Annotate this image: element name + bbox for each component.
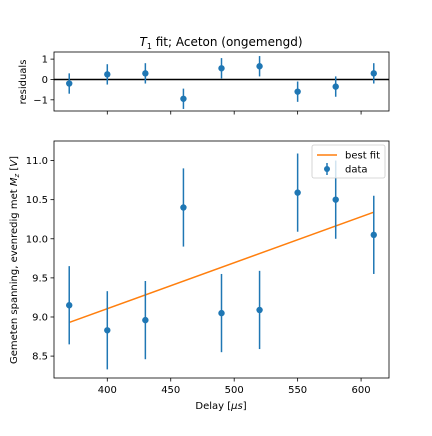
y-tick-label: 11.0 (26, 156, 48, 167)
legend-entry-best-fit: best fit (317, 151, 380, 162)
main-x-ticks: 400 450 500 550 600 (98, 378, 371, 396)
chart-title-rest: fit; Aceton (ongemengd) (152, 35, 303, 49)
best-fit-line (68, 211, 375, 324)
residual-marker (66, 80, 73, 87)
residual-point (142, 63, 149, 84)
y-axis-label: Gemeten spanning, evenredig met Mz [V] (9, 156, 21, 364)
residual-marker (104, 71, 111, 78)
residual-marker (294, 88, 301, 95)
residual-point (332, 76, 339, 97)
x-tick-label: 450 (161, 385, 180, 396)
y-axis-label-symbol: M (9, 177, 20, 186)
residuals-axes-frame (53, 51, 390, 112)
main-panel: 400 450 500 550 600 8.5 9.0 9.5 10.0 10.5 11.0 De… (9, 140, 390, 412)
y-tick-label: 10.5 (26, 195, 48, 206)
data-marker (66, 302, 73, 309)
x-tick-label: 500 (225, 385, 244, 396)
legend-entry-data: data (324, 163, 368, 176)
legend-label-best-fit: best fit (345, 151, 380, 162)
residual-point (66, 73, 73, 94)
x-axis-label-prefix: Delay [ (195, 401, 231, 412)
y-axis-label-subscript: z (13, 174, 21, 179)
legend-marker-swatch (324, 166, 330, 172)
y-tick-label: 9.5 (32, 273, 48, 284)
data-marker (104, 327, 111, 334)
y-tick-label: 10.0 (26, 234, 48, 245)
residual-marker (180, 95, 187, 102)
residual-point (294, 81, 301, 102)
chart-title-subscript: 1 (147, 42, 152, 51)
data-point (294, 153, 301, 232)
data-point (256, 270, 263, 350)
y-axis-label-prefix: Gemeten spanning, evenredig met (9, 186, 20, 364)
residuals-y-tick-label: 0 (42, 75, 48, 86)
legend: best fit data (311, 144, 386, 179)
y-axis-label-mid: [ (9, 167, 20, 174)
residual-point (370, 63, 377, 84)
legend-box (311, 144, 386, 179)
data-marker (256, 306, 263, 314)
residuals-y-ticks: −1 0 1 (33, 55, 362, 115)
y-axis-label-suffix: ] (9, 156, 20, 160)
data-marker (180, 204, 187, 211)
residual-marker (256, 63, 263, 70)
y-axis-label-unit: V (9, 159, 20, 167)
data-point (142, 281, 149, 360)
residual-marker (370, 70, 377, 77)
data-marker (142, 316, 149, 324)
data-series (66, 153, 377, 370)
data-point (104, 291, 111, 370)
y-tick-label: 8.5 (32, 352, 48, 363)
main-y-ticks: 8.5 9.0 9.5 10.0 10.5 11.0 (26, 156, 54, 363)
x-axis-label: Delay [μs] (195, 401, 246, 412)
y-tick-label: 9.0 (32, 312, 48, 323)
residual-marker (142, 70, 149, 77)
x-axis-label-suffix: ] (243, 401, 247, 412)
x-axis-label-unit: μs (230, 401, 243, 412)
residual-marker (218, 65, 225, 72)
data-point (180, 168, 187, 247)
x-tick-label: 400 (98, 385, 117, 396)
best-fit-series (68, 211, 375, 324)
x-tick-label: 550 (288, 385, 307, 396)
chart-title-symbol: T (139, 35, 148, 49)
data-marker (294, 189, 301, 196)
residual-point (218, 58, 225, 79)
residuals-points (66, 56, 377, 109)
residuals-panel: T1 fit; Aceton (ongemengd) −101 residual… (18, 35, 390, 115)
residual-point (104, 64, 111, 85)
residuals-y-tick-label: 1 (42, 55, 48, 66)
data-marker (332, 196, 339, 203)
main-axes-frame (53, 140, 390, 379)
data-point (370, 195, 377, 274)
legend-label-data: data (345, 165, 368, 176)
x-tick-label: 600 (352, 385, 371, 396)
residual-point (256, 56, 263, 77)
data-point (218, 273, 225, 353)
residuals-y-axis-label: residuals (18, 60, 29, 105)
residual-marker (332, 83, 339, 90)
residuals-y-tick-label: −1 (33, 95, 48, 106)
data-point (66, 266, 73, 345)
residual-point (180, 88, 187, 109)
chart-title: T1 fit; Aceton (ongemengd) (139, 35, 302, 51)
data-marker (370, 231, 377, 239)
data-marker (218, 309, 225, 317)
